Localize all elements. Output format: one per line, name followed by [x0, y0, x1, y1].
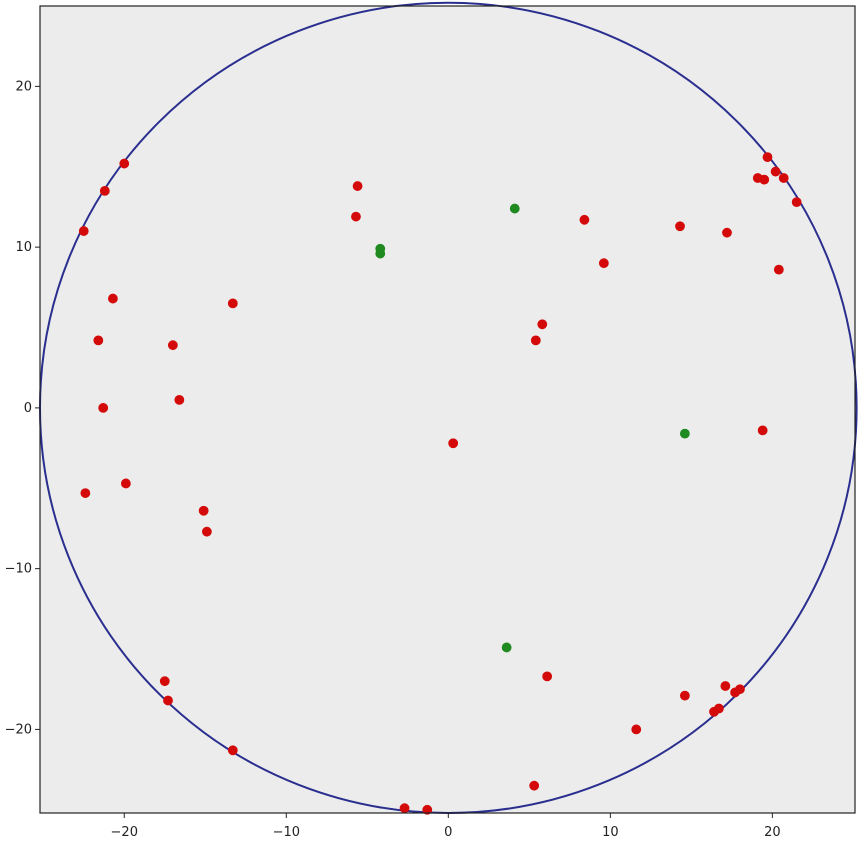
data-point	[399, 803, 410, 814]
data-points-layer	[78, 152, 802, 815]
data-point	[675, 221, 685, 232]
data-point	[713, 703, 724, 714]
y-tick-label: −20	[5, 722, 32, 737]
data-point	[529, 780, 540, 791]
data-point	[679, 428, 690, 439]
data-point	[448, 438, 459, 449]
data-point	[501, 642, 512, 653]
data-point	[198, 505, 209, 516]
data-point	[163, 695, 173, 706]
data-point	[631, 724, 642, 735]
data-point	[791, 197, 802, 208]
y-tick-label: 20	[15, 79, 32, 94]
data-point	[757, 425, 768, 436]
x-tick-label: −20	[111, 825, 138, 840]
data-point	[99, 185, 110, 196]
data-point	[770, 166, 781, 177]
data-point	[722, 227, 732, 238]
data-point	[537, 319, 548, 330]
data-point	[759, 174, 770, 185]
data-point	[120, 478, 131, 489]
x-tick-label: 10	[602, 825, 619, 840]
data-point	[167, 340, 178, 351]
y-tick-label: −10	[5, 562, 32, 577]
data-point	[352, 181, 363, 191]
data-point	[773, 264, 784, 275]
x-tick-label: −10	[273, 825, 300, 840]
data-point	[108, 293, 118, 304]
x-tick-label: 20	[764, 825, 781, 840]
data-point	[119, 158, 130, 169]
data-point	[78, 226, 89, 236]
axes-layer: −20 −10 0 10 20 −20 −10 0 10 20	[5, 5, 856, 840]
data-point	[598, 258, 609, 269]
data-point	[422, 804, 433, 815]
data-point	[159, 676, 170, 687]
data-point	[375, 248, 386, 259]
data-point	[227, 298, 238, 309]
y-tick-label: 10	[15, 240, 32, 255]
data-point	[98, 402, 109, 413]
data-point	[720, 681, 731, 691]
data-point	[679, 690, 690, 701]
data-point	[509, 203, 520, 214]
data-point	[579, 214, 590, 225]
x-tick-label: 0	[444, 825, 452, 840]
data-point	[227, 745, 238, 756]
data-point	[542, 671, 553, 682]
data-point	[174, 394, 185, 405]
data-point	[93, 335, 104, 346]
axes-frame	[39, 5, 856, 814]
plot-area	[40, 6, 855, 813]
data-point	[351, 211, 361, 222]
data-point	[778, 173, 789, 183]
data-point	[201, 526, 212, 537]
data-point	[762, 152, 773, 163]
y-tick-label: 0	[24, 401, 32, 416]
data-point	[735, 684, 745, 695]
data-point	[530, 335, 541, 346]
data-point	[80, 488, 91, 498]
